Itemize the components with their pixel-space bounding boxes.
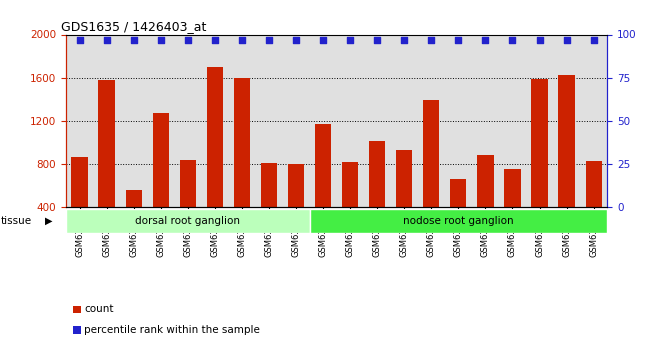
Bar [66,209,310,233]
Text: percentile rank within the sample: percentile rank within the sample [84,325,260,335]
Bar [71,157,88,250]
Bar [180,159,196,250]
Point [345,37,355,42]
Point [589,37,599,42]
Point [209,37,220,42]
Bar [73,326,81,334]
Bar [531,79,548,250]
Bar [288,164,304,250]
Point [74,37,84,42]
Bar [477,155,494,250]
Text: count: count [84,305,114,314]
Bar [450,179,467,250]
Point [507,37,517,42]
Bar [315,124,331,250]
Point [561,37,572,42]
Text: dorsal root ganglion: dorsal root ganglion [135,216,240,226]
Bar [261,163,277,250]
Point [236,37,247,42]
Point [290,37,301,42]
Bar [310,209,607,233]
Point [534,37,544,42]
Point [128,37,139,42]
Text: tissue: tissue [1,216,32,226]
Bar [98,80,115,250]
Point [426,37,437,42]
Point [318,37,329,42]
Text: ▶: ▶ [45,216,52,226]
Bar [558,76,575,250]
Point [263,37,275,42]
Bar [234,78,250,250]
Point [102,37,112,42]
Bar [73,306,81,313]
Text: GDS1635 / 1426403_at: GDS1635 / 1426403_at [61,20,206,33]
Point [155,37,166,42]
Bar [125,190,142,250]
Point [182,37,193,42]
Bar [423,100,440,250]
Point [480,37,490,42]
Bar [207,67,223,250]
Bar [504,169,521,250]
Point [453,37,463,42]
Bar [152,113,169,250]
Bar [369,141,385,250]
Text: nodose root ganglion: nodose root ganglion [403,216,513,226]
Bar [342,162,358,250]
Bar [396,150,412,250]
Point [399,37,409,42]
Point [372,37,382,42]
Bar [585,161,602,250]
